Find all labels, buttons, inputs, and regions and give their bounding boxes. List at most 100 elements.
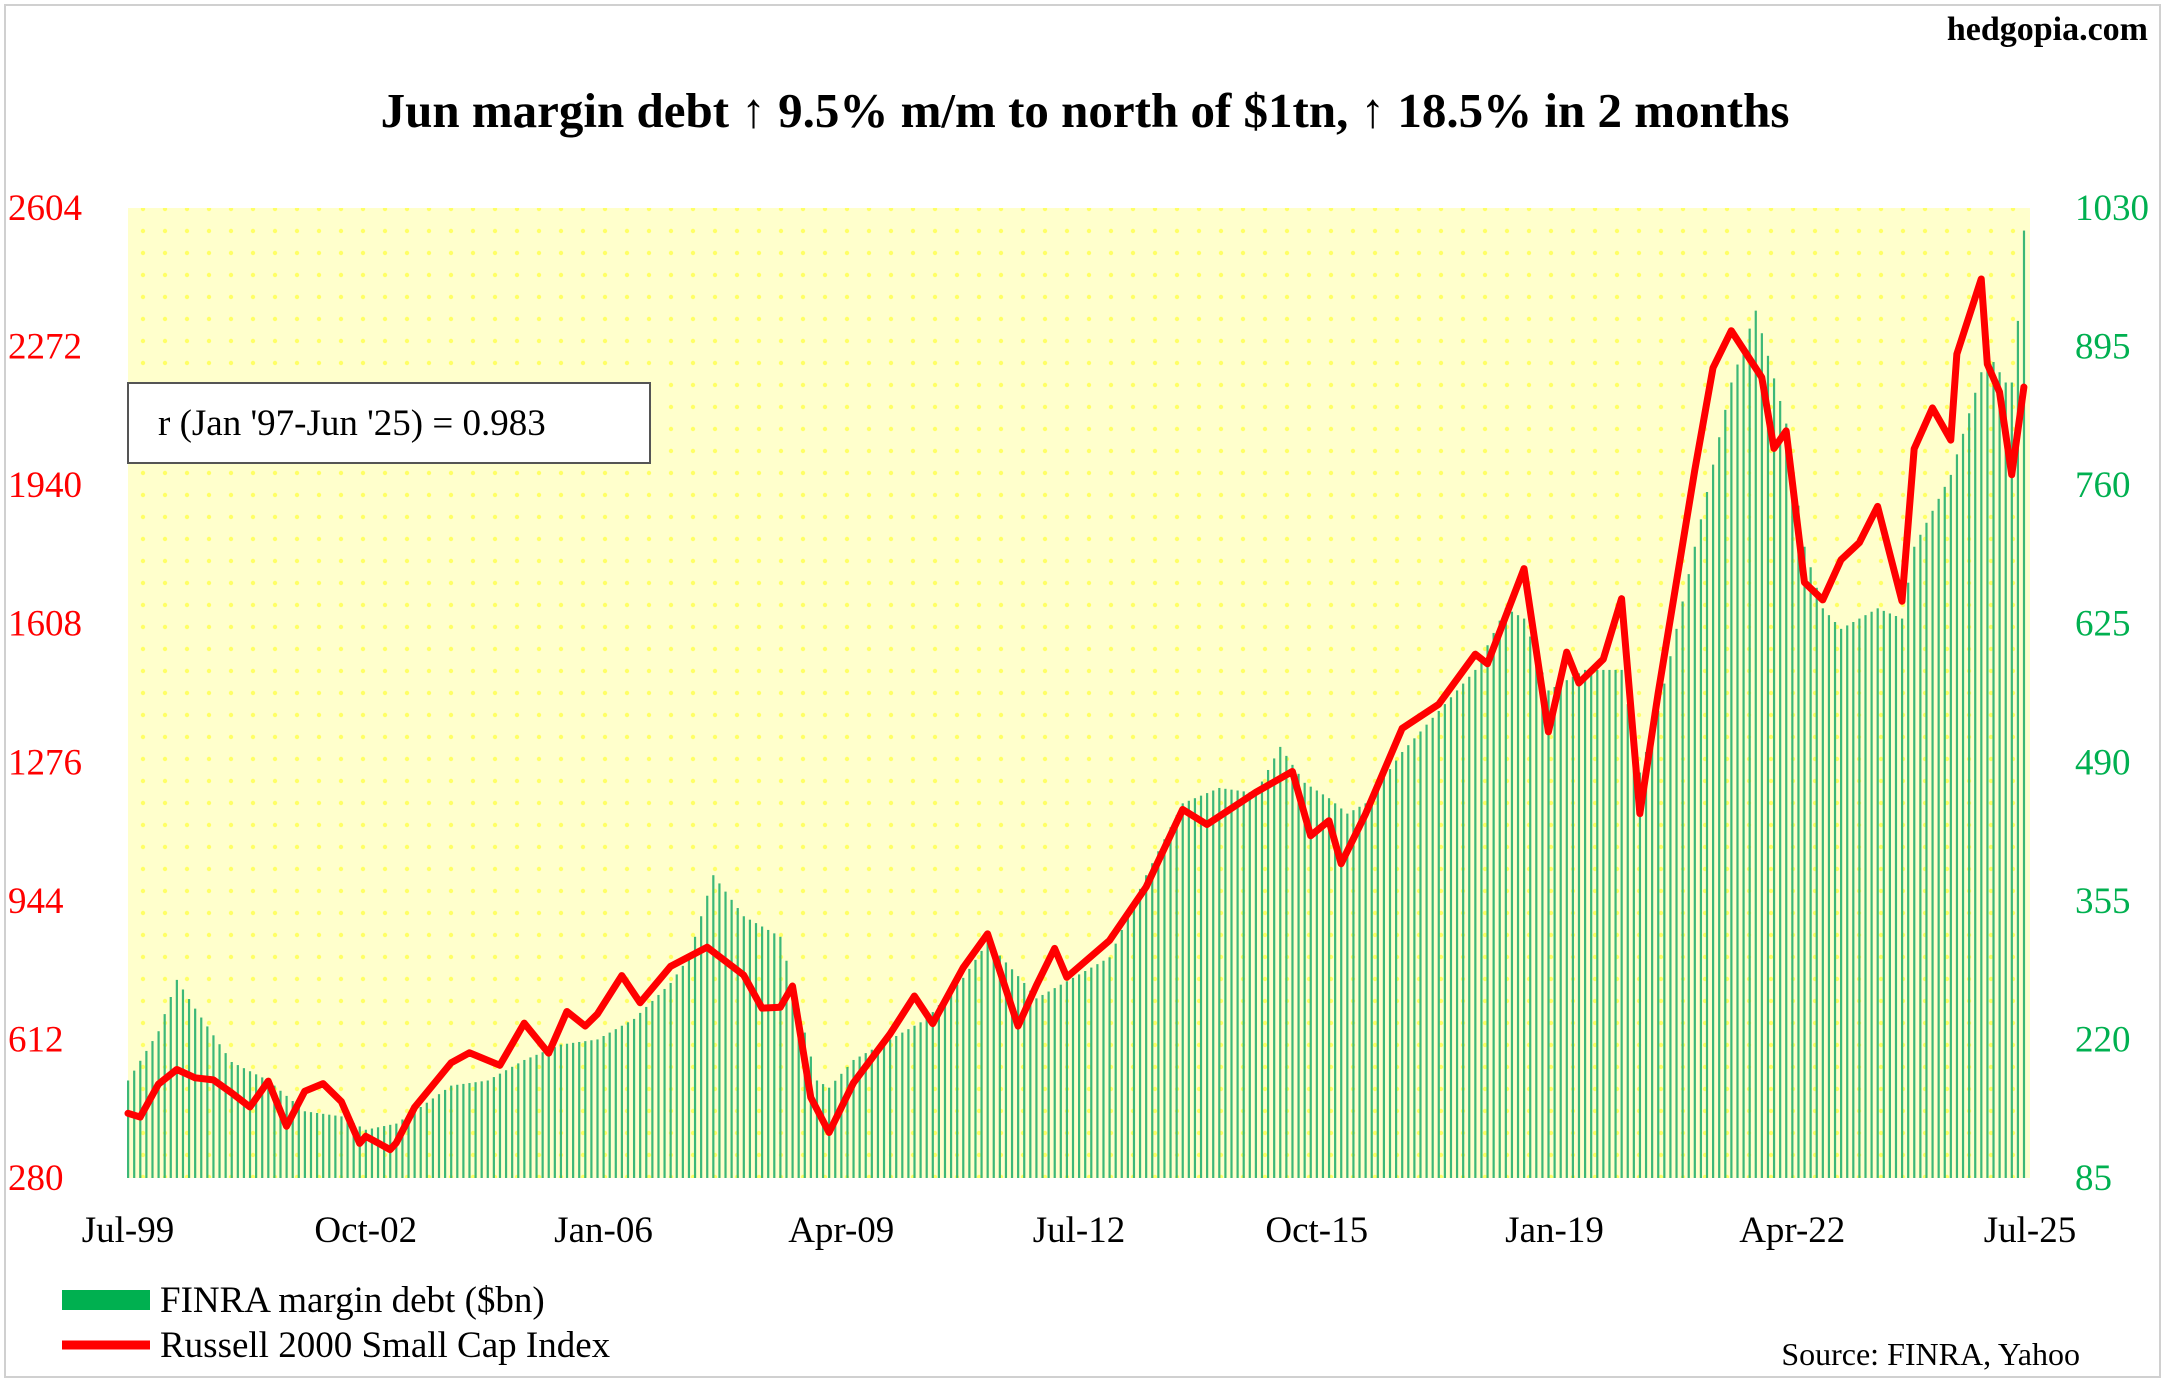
margin-debt-bar <box>1590 669 1593 1178</box>
margin-debt-bar <box>340 1116 343 1178</box>
margin-debt-bar <box>846 1066 849 1178</box>
margin-debt-bar <box>1553 687 1556 1178</box>
margin-debt-bar <box>1766 355 1770 1178</box>
margin-debt-bar <box>431 1098 435 1178</box>
margin-debt-bar <box>956 984 959 1178</box>
margin-debt-bar <box>663 988 666 1178</box>
margin-debt-bar <box>1358 806 1361 1178</box>
margin-debt-bar <box>1169 827 1172 1178</box>
margin-debt-bar <box>1968 413 1971 1178</box>
margin-debt-bar <box>1132 902 1136 1178</box>
margin-debt-bar <box>523 1059 526 1178</box>
margin-debt-bar <box>1395 760 1398 1178</box>
margin-debt-bar <box>1419 731 1422 1178</box>
margin-debt-bar <box>175 979 178 1178</box>
margin-debt-bar <box>1699 519 1703 1178</box>
margin-debt-bar <box>742 916 745 1178</box>
margin-debt-bar <box>236 1065 239 1178</box>
x-axis: Jul-99 Oct-02 Jan-06 Apr-09 Jul-12 Oct-15 Jan-… <box>82 1210 2077 1251</box>
x-tick-label: Apr-22 <box>1739 1210 1845 1251</box>
margin-debt-bar <box>1242 791 1245 1178</box>
margin-debt-bar <box>1273 758 1276 1178</box>
margin-debt-bar <box>1102 960 1105 1178</box>
margin-debt-bar <box>145 1050 148 1178</box>
margin-debt-bar <box>1931 510 1934 1178</box>
margin-debt-bar <box>1754 310 1757 1178</box>
margin-debt-bar <box>1413 738 1416 1178</box>
margin-debt-bar <box>1620 669 1623 1178</box>
margin-debt-bar <box>1486 645 1489 1178</box>
margin-debt-bar <box>1236 790 1239 1178</box>
margin-debt-bar <box>504 1070 508 1178</box>
margin-debt-bar <box>1108 957 1111 1178</box>
right-axis: 85 220 355 490 625 760 895 1030 <box>2075 188 2149 1199</box>
margin-debt-bar <box>565 1043 569 1178</box>
margin-debt-bar <box>1443 704 1446 1178</box>
margin-debt-bar <box>322 1113 325 1178</box>
correlation-box <box>127 382 651 464</box>
margin-debt-bar <box>1096 964 1099 1178</box>
margin-debt-bar <box>1815 587 1818 1178</box>
margin-debt-bar <box>1425 724 1428 1178</box>
margin-debt-bar <box>584 1041 587 1178</box>
margin-debt-bar <box>968 968 971 1178</box>
left-tick-label: 280 <box>8 1158 64 1199</box>
margin-debt-bar <box>767 929 770 1178</box>
margin-debt-bar <box>1888 613 1891 1178</box>
legend-margin-debt: FINRA margin debt ($bn) <box>160 1280 545 1321</box>
margin-debt-bar <box>1145 875 1148 1178</box>
margin-debt-bar <box>1291 764 1294 1178</box>
margin-debt-bar <box>1876 608 1879 1178</box>
margin-debt-bar <box>919 1022 922 1178</box>
margin-debt-bar <box>748 919 752 1178</box>
margin-debt-bar <box>1212 790 1215 1178</box>
right-tick-label: 1030 <box>2075 188 2149 229</box>
margin-debt-bar <box>2010 382 2013 1178</box>
margin-debt-bar <box>1480 657 1483 1178</box>
margin-debt-bar <box>596 1039 599 1178</box>
margin-debt-bar <box>1882 610 1885 1178</box>
x-tick-label: Jul-12 <box>1033 1210 1126 1251</box>
margin-debt-bar <box>852 1059 855 1178</box>
margin-debt-bar <box>1218 787 1221 1178</box>
margin-debt-bar <box>1529 636 1532 1178</box>
margin-debt-bar <box>1449 697 1453 1178</box>
margin-debt-bar <box>1571 676 1574 1178</box>
margin-debt-bar <box>1937 498 1940 1179</box>
margin-debt-bar <box>1846 625 1849 1178</box>
margin-debt-bar <box>797 1008 800 1178</box>
margin-debt-bar <box>1114 943 1117 1178</box>
margin-debt-bar <box>1608 669 1611 1178</box>
margin-debt-bar <box>962 977 965 1178</box>
margin-debt-bar <box>1474 669 1477 1178</box>
left-tick-label: 2272 <box>8 327 82 368</box>
margin-debt-bar <box>194 1008 197 1178</box>
margin-debt-bar <box>1346 813 1349 1178</box>
margin-debt-bar <box>1437 710 1440 1178</box>
margin-debt-bar <box>529 1057 532 1178</box>
margin-debt-bar <box>1266 769 1270 1178</box>
margin-debt-bar <box>1053 988 1056 1178</box>
margin-debt-bar <box>1559 683 1562 1178</box>
left-tick-label: 1608 <box>8 604 82 645</box>
margin-debt-bar <box>949 991 953 1178</box>
margin-debt-bar <box>889 1039 892 1178</box>
margin-debt-bar <box>1779 400 1782 1179</box>
margin-debt-bar <box>181 989 185 1178</box>
margin-debt-bar <box>541 1052 544 1178</box>
margin-debt-bar <box>1687 574 1690 1178</box>
margin-debt-bar <box>255 1074 258 1178</box>
margin-debt-bar <box>1583 669 1587 1178</box>
margin-debt-bar <box>1651 731 1654 1178</box>
margin-debt-bar <box>1498 620 1501 1178</box>
margin-debt-bar <box>1340 808 1343 1178</box>
margin-debt-bar <box>1852 622 1855 1178</box>
margin-debt-bar <box>578 1041 581 1178</box>
margin-debt-bar <box>1285 755 1288 1178</box>
margin-debt-bar <box>724 891 727 1178</box>
margin-debt-bar <box>669 982 672 1178</box>
margin-debt-bar <box>639 1012 642 1178</box>
margin-debt-bar <box>492 1077 495 1178</box>
margin-debt-bar <box>1035 998 1038 1178</box>
margin-debt-bar <box>444 1089 447 1178</box>
